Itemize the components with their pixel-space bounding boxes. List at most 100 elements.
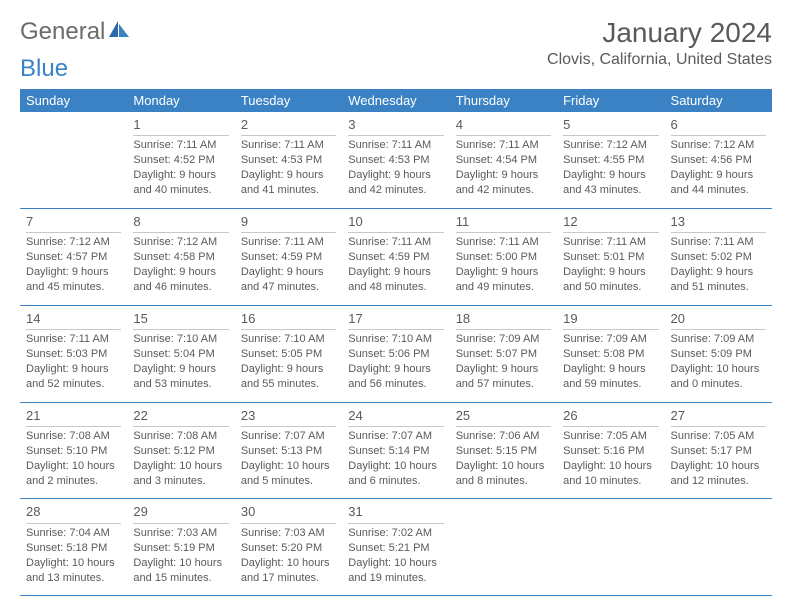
day-number: 4 xyxy=(456,116,551,137)
sunrise-text: Sunrise: 7:12 AM xyxy=(671,138,766,153)
day-number: 21 xyxy=(26,407,121,428)
sunset-text: Sunset: 5:12 PM xyxy=(133,444,228,459)
day-number: 2 xyxy=(241,116,336,137)
calendar-day-cell: 11Sunrise: 7:11 AMSunset: 5:00 PMDayligh… xyxy=(450,209,557,305)
sunrise-text: Sunrise: 7:10 AM xyxy=(133,332,228,347)
day-number: 26 xyxy=(563,407,658,428)
calendar-day-cell: 2Sunrise: 7:11 AMSunset: 4:53 PMDaylight… xyxy=(235,112,342,208)
calendar-day-cell: 21Sunrise: 7:08 AMSunset: 5:10 PMDayligh… xyxy=(20,403,127,499)
daylight-text: and 55 minutes. xyxy=(241,377,336,392)
sunset-text: Sunset: 5:13 PM xyxy=(241,444,336,459)
day-number: 11 xyxy=(456,213,551,234)
day-number: 13 xyxy=(671,213,766,234)
sunrise-text: Sunrise: 7:11 AM xyxy=(348,235,443,250)
day-number: 1 xyxy=(133,116,228,137)
daylight-text: Daylight: 10 hours xyxy=(133,556,228,571)
daylight-text: Daylight: 9 hours xyxy=(671,168,766,183)
calendar-week-row: 28Sunrise: 7:04 AMSunset: 5:18 PMDayligh… xyxy=(20,499,772,596)
sunrise-text: Sunrise: 7:10 AM xyxy=(348,332,443,347)
sunrise-text: Sunrise: 7:11 AM xyxy=(456,138,551,153)
calendar-day-cell: 17Sunrise: 7:10 AMSunset: 5:06 PMDayligh… xyxy=(342,306,449,402)
daylight-text: Daylight: 9 hours xyxy=(456,362,551,377)
calendar-day-cell: 25Sunrise: 7:06 AMSunset: 5:15 PMDayligh… xyxy=(450,403,557,499)
month-title: January 2024 xyxy=(547,18,772,49)
daylight-text: and 15 minutes. xyxy=(133,571,228,586)
weekday-header: Friday xyxy=(557,89,664,112)
calendar-day-cell: 4Sunrise: 7:11 AMSunset: 4:54 PMDaylight… xyxy=(450,112,557,208)
sunset-text: Sunset: 5:10 PM xyxy=(26,444,121,459)
day-number: 29 xyxy=(133,503,228,524)
daylight-text: Daylight: 9 hours xyxy=(671,265,766,280)
day-number: 22 xyxy=(133,407,228,428)
calendar-day-cell: 9Sunrise: 7:11 AMSunset: 4:59 PMDaylight… xyxy=(235,209,342,305)
daylight-text: and 17 minutes. xyxy=(241,571,336,586)
sunrise-text: Sunrise: 7:11 AM xyxy=(241,235,336,250)
sunrise-text: Sunrise: 7:09 AM xyxy=(456,332,551,347)
day-number: 6 xyxy=(671,116,766,137)
calendar-day-cell xyxy=(557,499,664,595)
daylight-text: and 48 minutes. xyxy=(348,280,443,295)
day-number: 31 xyxy=(348,503,443,524)
daylight-text: Daylight: 9 hours xyxy=(456,265,551,280)
calendar-day-cell xyxy=(450,499,557,595)
sunset-text: Sunset: 4:53 PM xyxy=(241,153,336,168)
weekday-header-row: Sunday Monday Tuesday Wednesday Thursday… xyxy=(20,89,772,112)
calendar-day-cell: 12Sunrise: 7:11 AMSunset: 5:01 PMDayligh… xyxy=(557,209,664,305)
calendar-day-cell: 6Sunrise: 7:12 AMSunset: 4:56 PMDaylight… xyxy=(665,112,772,208)
day-number: 12 xyxy=(563,213,658,234)
sunrise-text: Sunrise: 7:03 AM xyxy=(241,526,336,541)
calendar-day-cell: 15Sunrise: 7:10 AMSunset: 5:04 PMDayligh… xyxy=(127,306,234,402)
calendar-day-cell: 1Sunrise: 7:11 AMSunset: 4:52 PMDaylight… xyxy=(127,112,234,208)
sunrise-text: Sunrise: 7:09 AM xyxy=(671,332,766,347)
day-number: 24 xyxy=(348,407,443,428)
day-number: 28 xyxy=(26,503,121,524)
daylight-text: and 13 minutes. xyxy=(26,571,121,586)
daylight-text: Daylight: 9 hours xyxy=(133,168,228,183)
calendar-day-cell: 22Sunrise: 7:08 AMSunset: 5:12 PMDayligh… xyxy=(127,403,234,499)
daylight-text: and 50 minutes. xyxy=(563,280,658,295)
logo-word-2: Blue xyxy=(20,55,68,83)
calendar-day-cell: 16Sunrise: 7:10 AMSunset: 5:05 PMDayligh… xyxy=(235,306,342,402)
daylight-text: Daylight: 9 hours xyxy=(241,265,336,280)
sunset-text: Sunset: 5:15 PM xyxy=(456,444,551,459)
sunset-text: Sunset: 5:20 PM xyxy=(241,541,336,556)
daylight-text: and 0 minutes. xyxy=(671,377,766,392)
sunset-text: Sunset: 5:02 PM xyxy=(671,250,766,265)
sunrise-text: Sunrise: 7:08 AM xyxy=(26,429,121,444)
calendar-day-cell: 27Sunrise: 7:05 AMSunset: 5:17 PMDayligh… xyxy=(665,403,772,499)
sunset-text: Sunset: 5:06 PM xyxy=(348,347,443,362)
calendar-day-cell: 18Sunrise: 7:09 AMSunset: 5:07 PMDayligh… xyxy=(450,306,557,402)
sunset-text: Sunset: 5:01 PM xyxy=(563,250,658,265)
daylight-text: Daylight: 9 hours xyxy=(26,362,121,377)
calendar-day-cell: 10Sunrise: 7:11 AMSunset: 4:59 PMDayligh… xyxy=(342,209,449,305)
day-number: 20 xyxy=(671,310,766,331)
calendar-day-cell: 5Sunrise: 7:12 AMSunset: 4:55 PMDaylight… xyxy=(557,112,664,208)
sunset-text: Sunset: 4:57 PM xyxy=(26,250,121,265)
logo-word-1: General xyxy=(20,18,105,46)
calendar-week-row: 1Sunrise: 7:11 AMSunset: 4:52 PMDaylight… xyxy=(20,112,772,209)
calendar-week-row: 14Sunrise: 7:11 AMSunset: 5:03 PMDayligh… xyxy=(20,306,772,403)
sunrise-text: Sunrise: 7:11 AM xyxy=(563,235,658,250)
sunrise-text: Sunrise: 7:11 AM xyxy=(133,138,228,153)
location-text: Clovis, California, United States xyxy=(547,51,772,69)
daylight-text: Daylight: 10 hours xyxy=(456,459,551,474)
day-number: 10 xyxy=(348,213,443,234)
weekday-header: Tuesday xyxy=(235,89,342,112)
calendar-day-cell xyxy=(20,112,127,208)
calendar-day-cell: 3Sunrise: 7:11 AMSunset: 4:53 PMDaylight… xyxy=(342,112,449,208)
daylight-text: Daylight: 10 hours xyxy=(671,459,766,474)
sunset-text: Sunset: 5:09 PM xyxy=(671,347,766,362)
logo-sail-icon xyxy=(109,21,131,44)
day-number: 15 xyxy=(133,310,228,331)
calendar-day-cell: 23Sunrise: 7:07 AMSunset: 5:13 PMDayligh… xyxy=(235,403,342,499)
daylight-text: and 47 minutes. xyxy=(241,280,336,295)
daylight-text: and 41 minutes. xyxy=(241,183,336,198)
daylight-text: Daylight: 10 hours xyxy=(348,459,443,474)
sunset-text: Sunset: 4:56 PM xyxy=(671,153,766,168)
daylight-text: Daylight: 10 hours xyxy=(241,556,336,571)
calendar-day-cell: 8Sunrise: 7:12 AMSunset: 4:58 PMDaylight… xyxy=(127,209,234,305)
daylight-text: and 44 minutes. xyxy=(671,183,766,198)
calendar-day-cell: 14Sunrise: 7:11 AMSunset: 5:03 PMDayligh… xyxy=(20,306,127,402)
sunset-text: Sunset: 5:07 PM xyxy=(456,347,551,362)
day-number: 3 xyxy=(348,116,443,137)
